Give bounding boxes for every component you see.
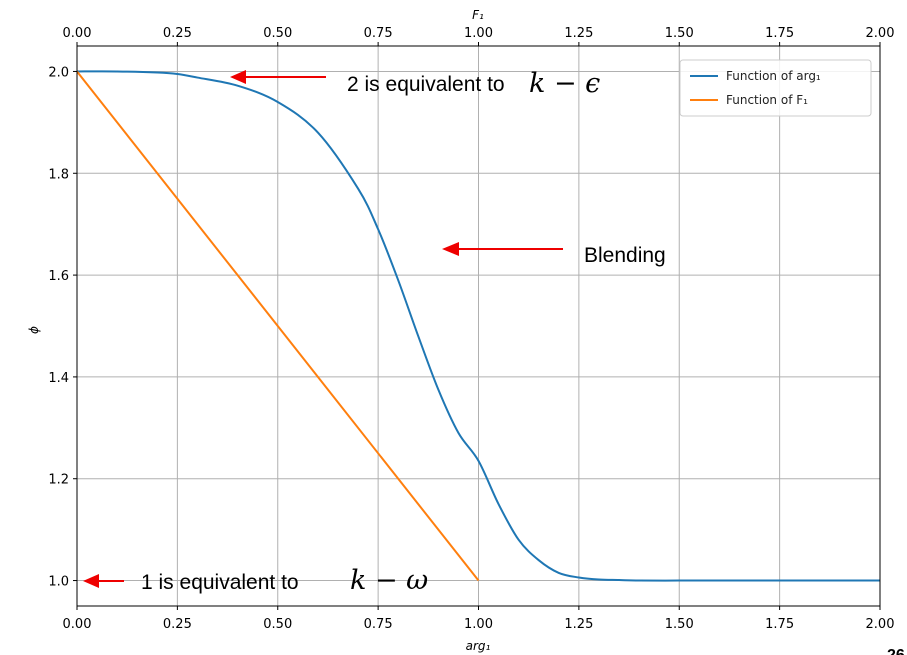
y-tick-label: 1.6 — [48, 269, 69, 284]
top-tick-label: 2.00 — [866, 26, 895, 41]
y-tick-label: 1.0 — [48, 575, 69, 590]
series-group — [77, 70, 880, 582]
arrowhead-k-epsilon — [230, 70, 246, 84]
y-tick-label: 1.4 — [48, 371, 69, 386]
annotation-text-k-omega: 1 is equivalent to — [141, 571, 299, 594]
annotation-blending: Blending — [442, 242, 666, 267]
top-tick-label: 1.25 — [564, 26, 593, 41]
x-tick-label: 0.25 — [163, 617, 192, 632]
legend-label-arg1: Function of arg₁ — [726, 69, 821, 83]
top-tick-label: 0.50 — [263, 26, 292, 41]
top-axis-label: F₁ — [472, 8, 484, 22]
annotation-text-blending: Blending — [584, 244, 666, 267]
annotation-math-k-epsilon: k − ϵ — [529, 68, 600, 99]
y-axis-label: ϕ — [27, 326, 41, 334]
x-tick-label: 1.50 — [665, 617, 694, 632]
x-axis-label: arg₁ — [466, 639, 491, 653]
top-tick-label: 0.00 — [63, 26, 92, 41]
series-line-arg1 — [77, 70, 880, 582]
top-tick-label: 1.00 — [464, 26, 493, 41]
top-tick-label: 1.50 — [665, 26, 694, 41]
x-tick-label: 1.25 — [564, 617, 593, 632]
annotation-text-k-epsilon: 2 is equivalent to — [347, 73, 505, 96]
x-tick-label: 0.00 — [63, 617, 92, 632]
top-tick-label: 0.25 — [163, 26, 192, 41]
legend-box — [679, 59, 872, 117]
legend-label-f1: Function of F₁ — [726, 93, 808, 107]
ticks: 0.00 0.00 0.25 0.25 0.50 0.50 0.75 0.75 1.00 1.00… — [48, 26, 894, 632]
x-tick-label: 2.00 — [866, 617, 895, 632]
top-tick-label: 0.75 — [364, 26, 393, 41]
y-tick-label: 1.2 — [48, 473, 69, 488]
top-tick-label: 1.75 — [765, 26, 794, 41]
x-tick-label: 0.50 — [263, 617, 292, 632]
series-line-f1 — [77, 70, 480, 582]
grid — [76, 46, 881, 606]
x-tick-label: 0.75 — [364, 617, 393, 632]
page-number: 26 — [887, 647, 905, 655]
legend: Function of arg₁ Function of F₁ — [679, 59, 872, 117]
x-tick-label: 1.75 — [765, 617, 794, 632]
annotation-k-omega: 1 is equivalent to k − ω — [83, 565, 428, 596]
annotation-k-epsilon: 2 is equivalent to k − ϵ — [230, 68, 600, 99]
y-tick-label: 1.8 — [48, 167, 69, 182]
x-tick-label: 1.00 — [464, 617, 493, 632]
annotation-math-k-omega: k − ω — [350, 565, 428, 596]
arrowhead-blending — [442, 242, 459, 256]
y-tick-label: 2.0 — [48, 65, 69, 80]
arrowhead-k-omega — [83, 574, 99, 588]
